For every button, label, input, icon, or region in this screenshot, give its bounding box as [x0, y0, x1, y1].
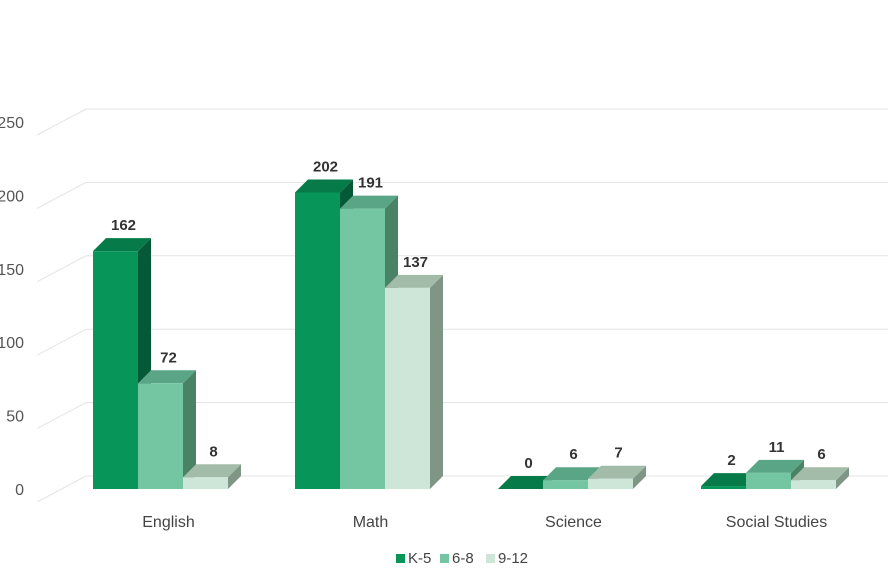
legend-swatch	[396, 554, 405, 563]
data-label: 7	[614, 445, 622, 462]
y-tick-label: 200	[0, 188, 24, 205]
bar-6-8-english	[138, 370, 196, 489]
gridline	[36, 181, 888, 209]
legend-item-9-12: 9-12	[486, 550, 528, 567]
y-tick-label: 100	[0, 335, 24, 352]
legend: K-5 6-8 9-12	[396, 550, 528, 567]
legend-label: K-5	[408, 550, 431, 567]
data-label: 6	[817, 446, 825, 463]
bar-k-5-english	[93, 238, 151, 489]
bars	[93, 179, 849, 490]
x-tick-label: Social Studies	[726, 514, 827, 531]
bar-9-12-social-studies	[791, 467, 849, 489]
bar-k-5-science	[498, 476, 556, 489]
data-label: 191	[358, 175, 383, 192]
bar-top-face	[295, 179, 353, 193]
y-tick-label: 250	[0, 115, 24, 132]
x-tick-label: English	[142, 514, 194, 531]
bar-front-face	[701, 486, 746, 489]
bar-top-face	[93, 238, 151, 252]
y-axis: 0 50 100 150 200 250	[0, 115, 24, 499]
y-tick-label: 50	[6, 409, 24, 426]
bar-top-face	[498, 476, 556, 489]
x-axis: English Math Science Social Studies	[142, 514, 827, 531]
bar-9-12-english	[183, 464, 241, 489]
bar-side-face	[183, 370, 196, 489]
data-label: 11	[769, 439, 785, 456]
data-label: 8	[209, 443, 217, 460]
gridline	[36, 328, 888, 356]
data-label: 6	[569, 446, 577, 463]
legend-swatch	[486, 554, 495, 563]
bar-front-face	[295, 192, 340, 490]
bar-side-face	[430, 274, 443, 489]
y-tick-label: 0	[15, 482, 24, 499]
bar-front-face	[138, 383, 183, 489]
gridline	[36, 402, 888, 430]
legend-item-6-8: 6-8	[440, 550, 474, 567]
legend-item-k-5: K-5	[396, 550, 431, 567]
bar-front-face	[791, 480, 836, 489]
bar-9-12-science	[588, 465, 646, 489]
x-tick-label: Math	[353, 514, 389, 531]
bar-front-face	[93, 251, 138, 489]
bar-top-face	[588, 465, 646, 479]
bar-front-face	[746, 472, 791, 489]
y-tick-label: 150	[0, 262, 24, 279]
bar-front-face	[183, 477, 228, 489]
data-label: 162	[111, 217, 136, 234]
bar-front-face	[588, 478, 633, 489]
bar-top-face	[701, 473, 759, 487]
data-label: 202	[313, 158, 338, 175]
legend-label: 9-12	[498, 550, 528, 567]
bar-front-face	[340, 208, 385, 489]
bar-top-face	[385, 274, 443, 288]
bar-side-face	[836, 467, 849, 489]
bar-top-face	[340, 195, 398, 209]
x-tick-label: Science	[545, 514, 602, 531]
gridline	[36, 108, 888, 136]
bar-side-face	[228, 464, 241, 489]
legend-label: 6-8	[452, 550, 474, 567]
bar-front-face	[543, 480, 588, 489]
data-label: 137	[403, 254, 428, 271]
legend-swatch	[440, 554, 449, 563]
bar-top-face	[791, 467, 849, 481]
bar-front-face	[385, 287, 430, 489]
bar-top-face	[746, 459, 804, 473]
data-label: 0	[524, 455, 532, 472]
bar-9-12-math	[385, 274, 443, 489]
bar-top-face	[138, 370, 196, 384]
gridline	[36, 255, 888, 283]
bar-top-face	[543, 467, 601, 481]
bar-side-face	[633, 465, 646, 489]
bar-top-face	[183, 464, 241, 478]
data-label: 72	[160, 349, 177, 366]
data-label: 2	[727, 452, 735, 469]
